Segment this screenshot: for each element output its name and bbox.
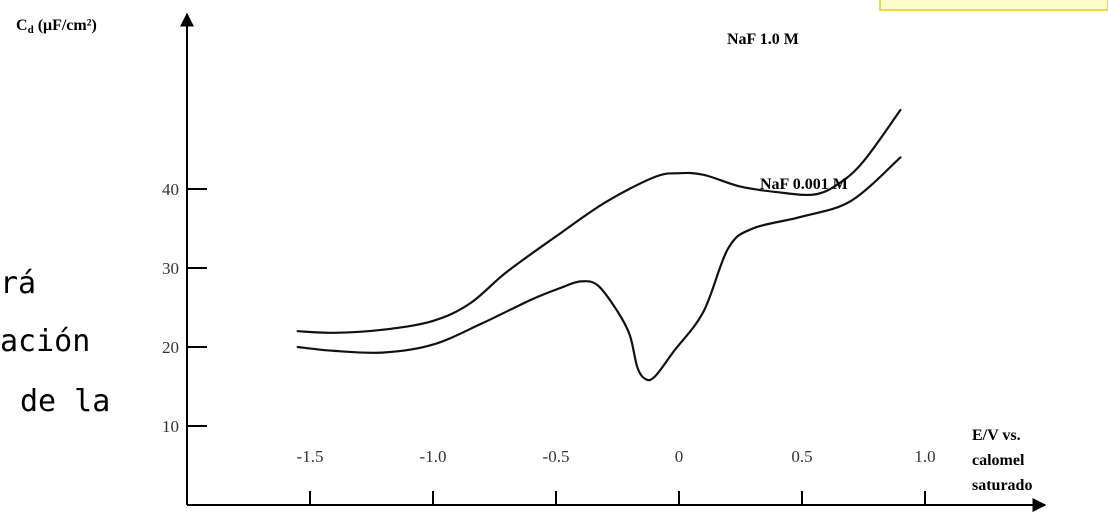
x-tick-label: -1.0 (420, 447, 447, 466)
x-tick-label: 0 (675, 447, 684, 466)
side-text-2: ación (0, 324, 90, 359)
y-tick-label: 10 (162, 417, 179, 436)
y-axis-title: Cd (μF/cm²) (16, 17, 97, 36)
x-tick-label: -1.5 (297, 447, 324, 466)
x-tick-label: 1.0 (914, 447, 935, 466)
series-label: NaF 1.0 M (727, 31, 799, 48)
series-line-naf-0-001-m (296, 156, 902, 382)
data-series (296, 108, 902, 382)
y-tick-label: 40 (162, 180, 179, 199)
x-tick-label: -0.5 (543, 447, 570, 466)
y-tick-label: 20 (162, 338, 179, 357)
x-tick-label: 0.5 (791, 447, 812, 466)
series-label: NaF 0.001 M (760, 176, 848, 193)
highlight-box (879, 0, 1108, 11)
y-tick-label: 30 (162, 259, 179, 278)
series-line-naf-1-0-m (296, 108, 902, 334)
x-axis-title-line-1: E/V vs. (972, 427, 1021, 444)
x-axis-title-line-2: calomel (972, 452, 1025, 469)
x-axis-title-line-3: saturado (972, 477, 1032, 494)
axis-ticks: -1.5 -1.0 -0.5 0 0.5 1.0 10 20 30 40 (162, 180, 936, 505)
x-axis-title: E/V vs. calomel saturado (972, 427, 1032, 494)
side-text-1: rá (0, 266, 36, 301)
side-text-3: de la (20, 384, 110, 419)
series-labels: NaF 1.0 M NaF 0.001 M (727, 31, 848, 193)
